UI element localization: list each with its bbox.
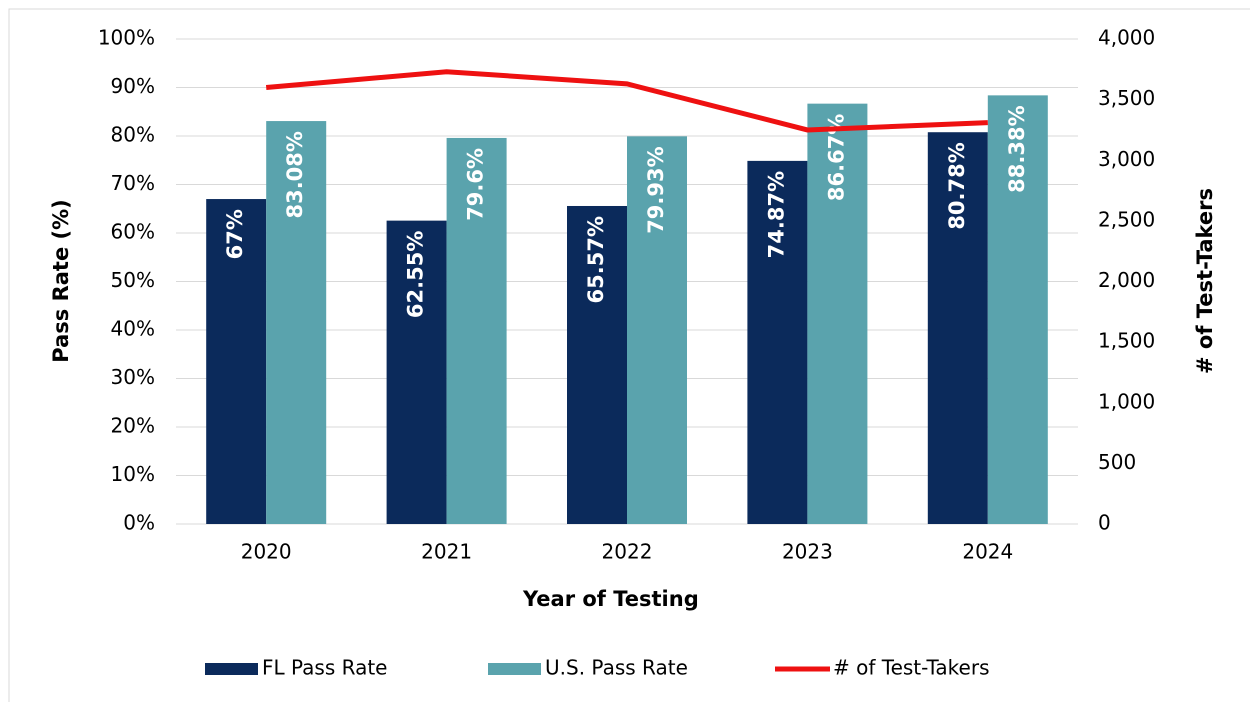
y-tick-label: 80% bbox=[111, 123, 155, 147]
legend-swatch bbox=[205, 663, 258, 675]
y2-tick-label: 3,500 bbox=[1098, 86, 1155, 110]
bar bbox=[987, 95, 1048, 525]
legend-label: FL Pass Rate bbox=[262, 656, 387, 680]
data-label: 67% bbox=[223, 209, 247, 259]
data-label: 80.78% bbox=[945, 142, 969, 229]
legend-swatch bbox=[488, 663, 541, 675]
bar bbox=[446, 137, 507, 524]
x-tick-label: 2020 bbox=[241, 540, 292, 564]
data-label: 79.93% bbox=[644, 146, 668, 233]
bar bbox=[627, 136, 687, 525]
bar bbox=[807, 103, 868, 524]
y2-tick-label: 0 bbox=[1098, 511, 1111, 535]
legend-label: # of Test-Takers bbox=[833, 656, 990, 680]
bar bbox=[927, 132, 988, 525]
y-tick-label: 50% bbox=[111, 268, 155, 292]
data-label: 62.55% bbox=[404, 231, 428, 318]
data-label: 79.6% bbox=[464, 148, 488, 221]
y2-tick-label: 2,000 bbox=[1098, 268, 1155, 292]
data-label: 83.08% bbox=[283, 131, 307, 218]
y2-tick-label: 500 bbox=[1098, 450, 1136, 474]
bar bbox=[266, 121, 327, 524]
x-tick-label: 2023 bbox=[782, 540, 833, 564]
x-axis-title: Year of Testing bbox=[522, 587, 699, 611]
chart-frame bbox=[8, 8, 1250, 702]
x-tick-label: 2021 bbox=[421, 540, 472, 564]
y2-tick-label: 2,500 bbox=[1098, 207, 1155, 231]
bar bbox=[206, 199, 267, 525]
x-tick-label: 2024 bbox=[962, 540, 1013, 564]
y-tick-label: 0% bbox=[123, 511, 155, 535]
y-tick-label: 60% bbox=[111, 220, 155, 244]
data-label: 65.57% bbox=[584, 216, 608, 303]
bar bbox=[386, 220, 447, 524]
data-label: 74.87% bbox=[764, 171, 788, 258]
legend-label: U.S. Pass Rate bbox=[545, 656, 688, 680]
y-tick-label: 40% bbox=[111, 317, 155, 341]
x-tick-label: 2022 bbox=[602, 540, 653, 564]
bar bbox=[567, 205, 627, 524]
y-tick-label: 30% bbox=[111, 365, 155, 389]
y2-axis-title: # of Test-Takers bbox=[1193, 188, 1217, 374]
y-tick-label: 100% bbox=[98, 26, 155, 50]
y-tick-label: 90% bbox=[111, 74, 155, 98]
y2-tick-label: 4,000 bbox=[1098, 26, 1155, 50]
y-tick-label: 70% bbox=[111, 171, 155, 195]
y-tick-label: 10% bbox=[111, 462, 155, 486]
y2-tick-label: 1,500 bbox=[1098, 329, 1155, 353]
y2-tick-label: 3,000 bbox=[1098, 147, 1155, 171]
y-tick-label: 20% bbox=[111, 414, 155, 438]
data-label: 88.38% bbox=[1005, 105, 1029, 192]
y2-tick-label: 1,000 bbox=[1098, 389, 1155, 413]
bar bbox=[747, 160, 808, 524]
y-axis-title: Pass Rate (%) bbox=[49, 199, 73, 362]
line bbox=[265, 69, 988, 133]
